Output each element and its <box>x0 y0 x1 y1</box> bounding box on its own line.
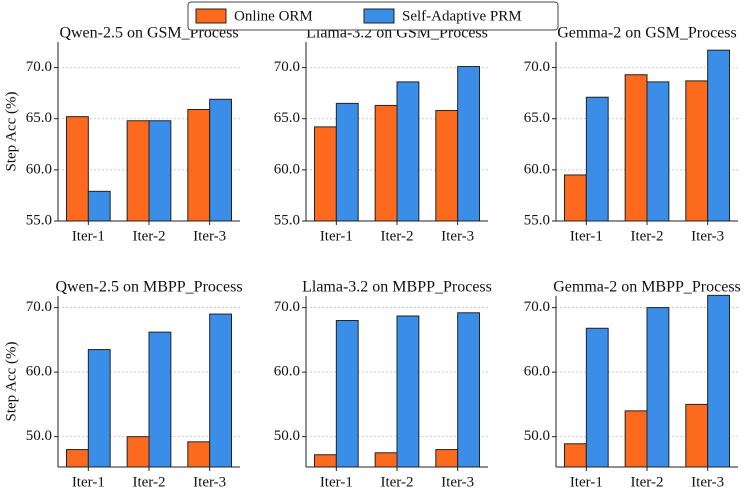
legend-label: Online ORM <box>234 8 313 24</box>
y-tick-label: 60.0 <box>524 161 550 177</box>
x-tick-label: Iter-2 <box>132 474 165 490</box>
x-tick-label: Iter-1 <box>320 228 353 244</box>
bar <box>126 120 150 222</box>
x-tick-label: Iter-2 <box>630 228 663 244</box>
x-tick-label: Iter-3 <box>193 228 226 244</box>
bar <box>187 109 211 222</box>
y-tick-label: 70.0 <box>524 59 550 75</box>
bar <box>87 349 111 468</box>
bar <box>65 449 89 468</box>
x-tick-label: Iter-1 <box>570 228 603 244</box>
bar <box>374 452 398 468</box>
x-tick-label: Iter-3 <box>193 474 226 490</box>
bar <box>646 307 670 468</box>
y-tick-label: 65.0 <box>274 110 300 126</box>
legend-swatch <box>363 8 395 24</box>
bar <box>585 327 609 468</box>
bar <box>685 80 709 222</box>
bar <box>707 49 731 222</box>
y-tick-label: 60.0 <box>524 364 550 380</box>
bar <box>313 454 337 468</box>
y-tick-label: 70.0 <box>274 59 300 75</box>
bar <box>65 116 89 222</box>
bar <box>563 174 587 222</box>
x-tick-label: Iter-3 <box>691 474 724 490</box>
y-tick-label: 60.0 <box>26 364 52 380</box>
bar <box>457 312 481 468</box>
bar <box>148 331 172 468</box>
y-tick-label: 60.0 <box>274 161 300 177</box>
bar <box>335 320 359 468</box>
legend-label: Self-Adaptive PRM <box>402 8 522 24</box>
y-tick-label: 50.0 <box>26 428 52 444</box>
y-tick-label: 70.0 <box>274 299 300 315</box>
bar <box>87 190 111 222</box>
y-axis-label: Step Acc (%) <box>3 342 19 422</box>
bar <box>585 96 609 222</box>
bar <box>396 315 420 468</box>
bar <box>126 436 150 468</box>
bar <box>187 441 211 468</box>
bar <box>335 102 359 222</box>
x-tick-label: Iter-3 <box>441 228 474 244</box>
x-tick-label: Iter-1 <box>570 474 603 490</box>
y-tick-label: 70.0 <box>26 59 52 75</box>
bar <box>209 313 233 468</box>
bar <box>624 410 648 468</box>
x-tick-label: Iter-3 <box>691 228 724 244</box>
bar <box>685 403 709 468</box>
x-tick-label: Iter-2 <box>380 228 413 244</box>
bar <box>374 104 398 222</box>
subplot-title: Qwen-2.5 on MBPP_Process <box>55 279 242 296</box>
bar <box>435 449 459 468</box>
subplot-title: Llama-3.2 on MBPP_Process <box>302 279 492 296</box>
subplot-title: Gemma-2 on MBPP_Process <box>553 279 741 296</box>
legend-swatch <box>195 8 227 24</box>
y-tick-label: 65.0 <box>26 110 52 126</box>
y-tick-label: 70.0 <box>26 299 52 315</box>
x-tick-label: Iter-2 <box>630 474 663 490</box>
bar <box>707 294 731 468</box>
y-tick-label: 55.0 <box>524 212 550 228</box>
y-tick-label: 65.0 <box>524 110 550 126</box>
bar <box>563 443 587 468</box>
y-tick-label: 50.0 <box>524 428 550 444</box>
bar <box>209 98 233 222</box>
x-tick-label: Iter-3 <box>441 474 474 490</box>
y-tick-label: 50.0 <box>274 428 300 444</box>
bar <box>313 126 337 222</box>
x-tick-label: Iter-1 <box>72 474 105 490</box>
bar <box>624 74 648 222</box>
y-axis-label: Step Acc (%) <box>3 92 19 172</box>
subplot-title: Gemma-2 on GSM_Process <box>557 25 737 42</box>
y-tick-label: 60.0 <box>26 161 52 177</box>
x-tick-label: Iter-2 <box>132 228 165 244</box>
bar <box>457 66 481 222</box>
bar <box>646 81 670 222</box>
bar <box>435 110 459 222</box>
y-tick-label: 55.0 <box>274 212 300 228</box>
y-tick-label: 60.0 <box>274 364 300 380</box>
bar <box>396 81 420 222</box>
x-tick-label: Iter-2 <box>380 474 413 490</box>
x-tick-label: Iter-1 <box>72 228 105 244</box>
x-tick-label: Iter-1 <box>320 474 353 490</box>
bar <box>148 120 172 222</box>
y-tick-label: 70.0 <box>524 299 550 315</box>
y-tick-label: 55.0 <box>26 212 52 228</box>
